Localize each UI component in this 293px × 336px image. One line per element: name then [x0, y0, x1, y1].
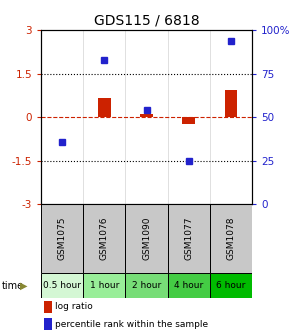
- Text: ▶: ▶: [20, 281, 28, 291]
- Bar: [182, 117, 195, 124]
- Bar: [83, 273, 125, 298]
- Text: percentile rank within the sample: percentile rank within the sample: [55, 320, 208, 329]
- Text: 1 hour: 1 hour: [90, 281, 119, 290]
- Bar: [125, 204, 168, 273]
- Bar: [224, 90, 237, 117]
- Bar: [41, 273, 83, 298]
- Bar: [210, 273, 252, 298]
- Bar: [44, 318, 52, 330]
- Text: 6 hour: 6 hour: [216, 281, 246, 290]
- Text: 4 hour: 4 hour: [174, 281, 203, 290]
- Title: GDS115 / 6818: GDS115 / 6818: [94, 14, 199, 28]
- Text: log ratio: log ratio: [55, 302, 93, 311]
- Text: GSM1075: GSM1075: [58, 217, 67, 260]
- Bar: [168, 273, 210, 298]
- Bar: [125, 273, 168, 298]
- Text: time: time: [1, 281, 24, 291]
- Bar: [83, 204, 125, 273]
- Bar: [44, 301, 52, 313]
- Text: GSM1078: GSM1078: [226, 217, 235, 260]
- Text: 2 hour: 2 hour: [132, 281, 161, 290]
- Text: 0.5 hour: 0.5 hour: [43, 281, 81, 290]
- Text: GSM1077: GSM1077: [184, 217, 193, 260]
- Bar: [98, 98, 111, 117]
- Text: GSM1090: GSM1090: [142, 217, 151, 260]
- Bar: [140, 114, 153, 117]
- Bar: [41, 204, 83, 273]
- Text: GSM1076: GSM1076: [100, 217, 109, 260]
- Bar: [168, 204, 210, 273]
- Bar: [210, 204, 252, 273]
